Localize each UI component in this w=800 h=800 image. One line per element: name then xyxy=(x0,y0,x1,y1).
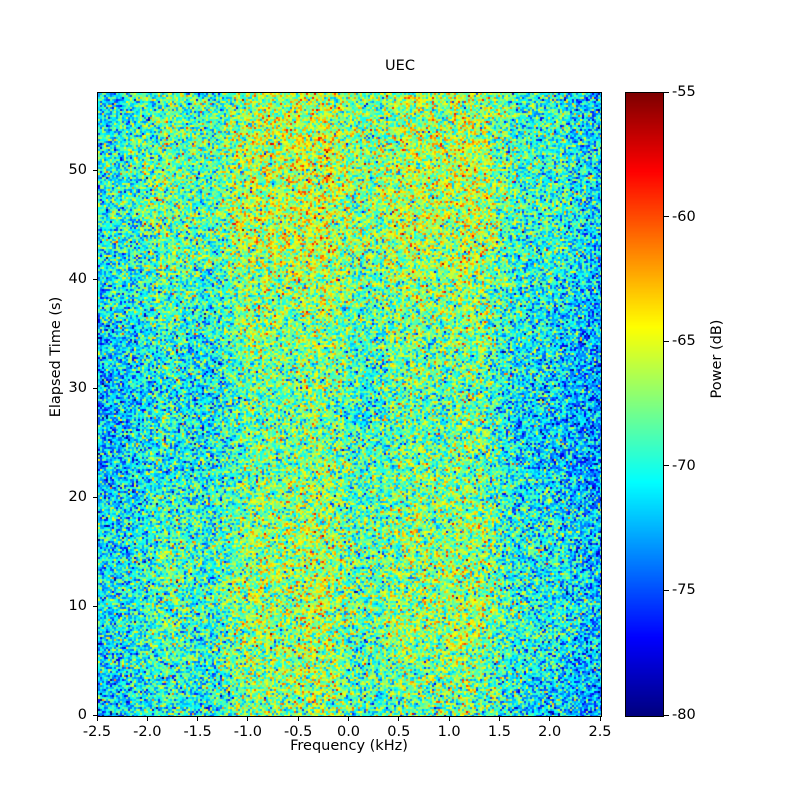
colorbar-tick-label: -80 xyxy=(672,707,696,723)
colorbar-tick-mark xyxy=(664,91,669,93)
y-tick-mark xyxy=(93,496,98,498)
y-tick-mark xyxy=(93,278,98,280)
x-axis-label: Frequency (kHz) xyxy=(290,738,408,754)
x-tick-mark xyxy=(297,716,299,721)
x-tick-label: 0.0 xyxy=(336,724,361,740)
x-tick-label: 1.0 xyxy=(437,724,461,740)
x-tick-label: -2.5 xyxy=(82,724,112,740)
x-tick-mark xyxy=(348,716,349,721)
colorbar-tick-mark xyxy=(664,714,669,716)
spectrogram-plot-area xyxy=(97,92,602,717)
x-tick-label: -0.5 xyxy=(284,724,313,740)
x-tick-mark xyxy=(599,716,601,721)
y-tick-mark xyxy=(93,714,98,716)
x-tick-label: -2.0 xyxy=(133,724,162,740)
title-line-station: UEC xyxy=(385,58,415,74)
colorbar-gradient xyxy=(626,93,663,716)
y-tick-label: 20 xyxy=(68,489,87,506)
x-tick-label: 1.5 xyxy=(487,724,511,740)
colorbar-tick-label: -55 xyxy=(672,84,696,100)
x-tick-mark xyxy=(498,716,500,721)
x-tick-mark xyxy=(247,716,249,721)
x-tick-label: -1.0 xyxy=(233,724,263,740)
x-tick-label: 2.5 xyxy=(588,724,612,740)
y-tick-mark xyxy=(93,169,98,171)
y-tick-label: 10 xyxy=(68,598,87,615)
colorbar-tick-label: -70 xyxy=(672,457,696,474)
y-tick-label: 50 xyxy=(68,162,87,179)
colorbar-tick-label: -65 xyxy=(672,333,696,350)
x-tick-mark xyxy=(197,716,199,721)
y-tick-label: 40 xyxy=(68,271,87,288)
colorbar xyxy=(625,92,664,717)
x-tick-label: 2.0 xyxy=(538,724,562,740)
colorbar-tick-label: -75 xyxy=(672,582,696,599)
y-tick-mark xyxy=(93,387,98,389)
y-tick-label: 0 xyxy=(77,707,87,723)
x-tick-label: -1.5 xyxy=(183,724,212,740)
colorbar-tick-label: -60 xyxy=(672,208,696,225)
y-tick-mark xyxy=(93,605,98,607)
x-tick-mark xyxy=(448,716,450,721)
colorbar-tick-mark xyxy=(664,216,669,218)
spectrogram-image xyxy=(98,93,601,716)
x-tick-mark xyxy=(146,716,148,721)
x-tick-mark xyxy=(96,716,98,721)
colorbar-tick-mark xyxy=(664,340,669,342)
x-tick-mark xyxy=(549,716,551,721)
colorbar-tick-mark xyxy=(664,589,669,591)
y-tick-label: 30 xyxy=(68,380,87,397)
x-tick-label: 0.5 xyxy=(387,724,411,740)
x-tick-mark xyxy=(398,716,400,721)
colorbar-label: Power (dB) xyxy=(709,319,725,399)
colorbar-tick-mark xyxy=(664,465,669,467)
